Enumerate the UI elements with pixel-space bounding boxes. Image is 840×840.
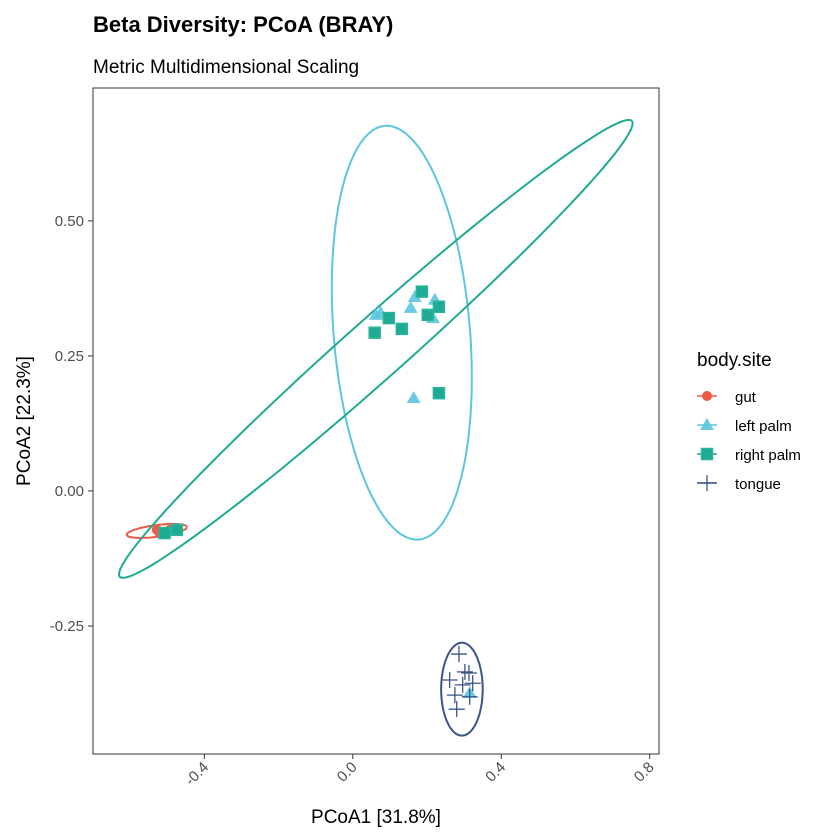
x-axis-label: PCoA1 [31.8%] [311,807,441,828]
right-palm-point [432,386,446,400]
legend-key-cross-icon [699,475,715,491]
tongue-point [464,675,481,692]
left-palm-point [403,300,418,313]
y-tick-label: -0.25 [50,618,84,635]
right-palm-point [415,285,429,298]
right-palm-point [432,300,446,314]
right-palm-ellipse [117,119,634,579]
right-palm-point [421,308,435,322]
legend-key-triangle-icon [700,418,714,430]
right-palm-point [170,523,184,537]
legend-title: body.site [697,350,772,371]
legend-label: tongue [735,476,781,493]
tongue-point [456,663,473,680]
x-tick-label: 0.0 [334,759,361,786]
tongue-point [450,646,467,663]
x-tick-label: 0.4 [482,759,509,786]
tongue-point [460,664,477,681]
y-tick-label: 0.25 [55,348,84,365]
right-palm-point [158,526,171,540]
legend-label: right palm [735,447,801,464]
tongue-point [461,688,478,705]
left-palm-point [406,391,421,404]
tongue-point [446,687,463,704]
tongue-point [441,672,458,688]
tongue-ellipse [440,641,484,737]
y-tick-label: 0.00 [55,483,84,500]
right-palm-point [395,322,409,336]
chart-title: Beta Diversity: PCoA (BRAY) [93,12,393,37]
legend-key-circle-icon [702,391,712,401]
legend-key-square-icon [700,447,714,461]
left-palm-point [407,290,422,303]
tongue-point [448,701,465,718]
x-tick-label: 0.8 [631,759,658,786]
y-tick-label: 0.50 [55,213,84,230]
left-palm-ellipse [330,124,473,541]
plot-panel [92,87,660,755]
y-axis-label: PCoA2 [22.3%] [14,356,35,486]
legend: gut left palm right palm tongue [697,389,801,493]
right-palm-point [382,311,396,325]
x-tick-label: -0.4 [182,759,212,789]
chart-subtitle: Metric Multidimensional Scaling [93,57,359,78]
tongue-point [454,676,471,693]
right-palm-point [368,326,381,339]
legend-label: left palm [735,418,792,435]
legend-label: gut [735,389,757,406]
